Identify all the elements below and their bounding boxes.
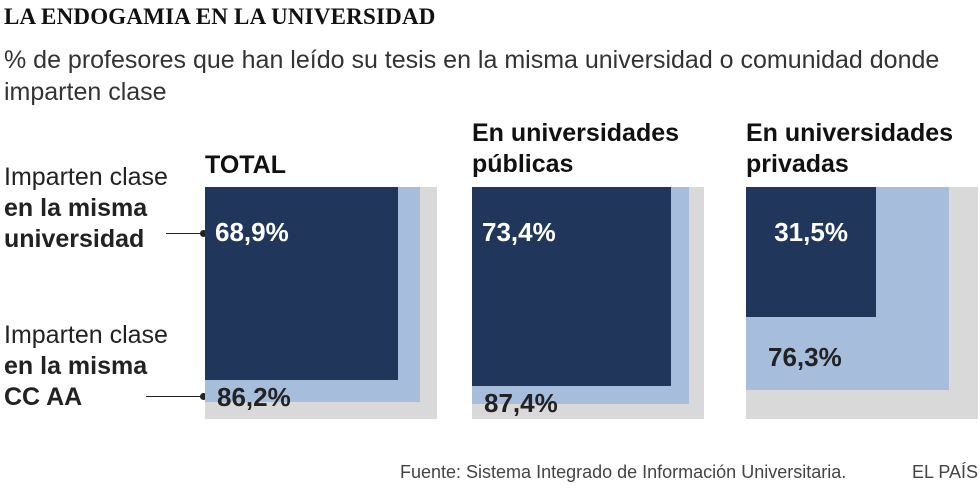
panel-2-cc-value: 87,4% bbox=[484, 387, 558, 418]
row-label-university-line3: universidad bbox=[4, 225, 145, 253]
panel-3-title-line1: En universidades bbox=[746, 119, 954, 147]
row-label-university-line1: Imparten clase bbox=[4, 163, 168, 191]
leader-dot-community bbox=[200, 393, 207, 400]
chart-subtitle: % de profesores que han leído su tesis e… bbox=[4, 46, 940, 106]
panel-3-univ-value: 31,5% bbox=[774, 217, 848, 247]
panel-2-title-line2: públicas bbox=[472, 150, 574, 178]
chart-title: LA ENDOGAMIA EN LA UNIVERSIDAD bbox=[4, 4, 436, 29]
panel-1-title-line1: TOTAL bbox=[205, 151, 287, 179]
panel-3-square-univ bbox=[746, 187, 877, 318]
panel-1-square-univ bbox=[205, 187, 398, 380]
panel-3-cc-value: 76,3% bbox=[768, 342, 842, 373]
panel-3-title-line2: privadas bbox=[746, 150, 849, 178]
source-note: Fuente: Sistema Integrado de Información… bbox=[400, 462, 847, 482]
panel-1-title: TOTAL bbox=[205, 150, 286, 181]
row-label-community-line2: en la misma bbox=[4, 352, 148, 380]
leader-line-university bbox=[166, 233, 202, 234]
leader-dot-university bbox=[200, 230, 207, 237]
row-label-university: Imparten clase en la misma universidad bbox=[4, 162, 168, 255]
leader-line-community bbox=[146, 396, 202, 397]
row-label-community-line1: Imparten clase bbox=[4, 321, 168, 349]
panel-1-cc-value: 86,2% bbox=[217, 381, 291, 412]
panel-1-univ-value: 68,9% bbox=[215, 217, 289, 247]
panel-2-title-line1: En universidades bbox=[472, 119, 680, 147]
row-label-university-line2: en la misma bbox=[4, 194, 148, 222]
panel-2-square-univ bbox=[472, 187, 671, 386]
panel-2-univ-value: 73,4% bbox=[482, 217, 556, 247]
brand-logo: EL PAÍS bbox=[912, 462, 979, 482]
panel-3-title: En universidades privadas bbox=[746, 118, 953, 180]
panel-2-title: En universidades públicas bbox=[472, 118, 679, 180]
row-label-community-line3: CC AA bbox=[4, 383, 83, 411]
row-label-community: Imparten clase en la misma CC AA bbox=[4, 320, 168, 413]
